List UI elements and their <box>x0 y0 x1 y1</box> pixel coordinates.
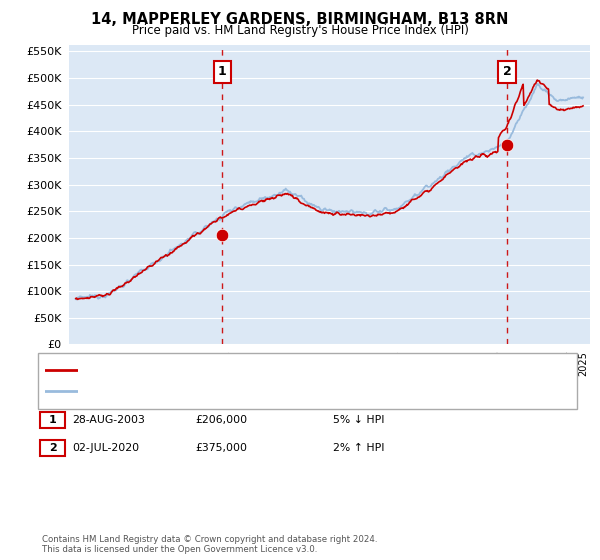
Text: 14, MAPPERLEY GARDENS, BIRMINGHAM, B13 8RN (detached house): 14, MAPPERLEY GARDENS, BIRMINGHAM, B13 8… <box>84 365 441 375</box>
Text: 2% ↑ HPI: 2% ↑ HPI <box>333 443 385 453</box>
Text: 1: 1 <box>49 415 56 425</box>
Text: HPI: Average price, detached house, Birmingham: HPI: Average price, detached house, Birm… <box>84 386 341 396</box>
Text: 14, MAPPERLEY GARDENS, BIRMINGHAM, B13 8RN: 14, MAPPERLEY GARDENS, BIRMINGHAM, B13 8… <box>91 12 509 27</box>
Text: 02-JUL-2020: 02-JUL-2020 <box>72 443 139 453</box>
Text: 28-AUG-2003: 28-AUG-2003 <box>72 415 145 425</box>
Text: Contains HM Land Registry data © Crown copyright and database right 2024.
This d: Contains HM Land Registry data © Crown c… <box>42 535 377 554</box>
Text: 2: 2 <box>503 66 511 78</box>
Text: £206,000: £206,000 <box>195 415 247 425</box>
Text: Price paid vs. HM Land Registry's House Price Index (HPI): Price paid vs. HM Land Registry's House … <box>131 24 469 36</box>
Text: 2: 2 <box>49 443 56 453</box>
Text: 1: 1 <box>218 66 227 78</box>
Text: £375,000: £375,000 <box>195 443 247 453</box>
Text: 5% ↓ HPI: 5% ↓ HPI <box>333 415 385 425</box>
